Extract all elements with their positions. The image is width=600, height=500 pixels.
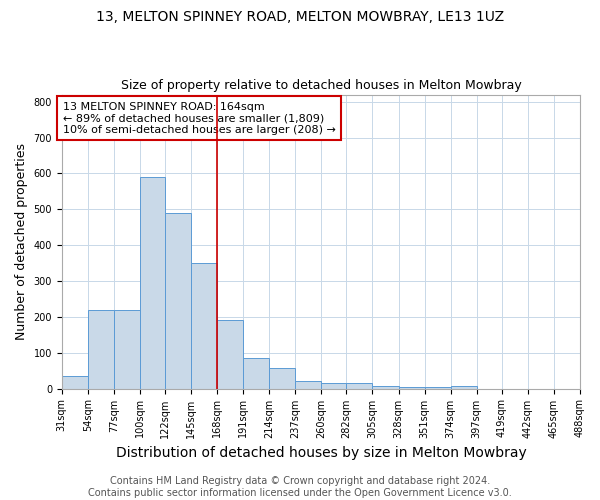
Y-axis label: Number of detached properties: Number of detached properties: [15, 143, 28, 340]
Bar: [88, 310, 114, 388]
Bar: [269, 368, 295, 388]
Bar: [140, 177, 165, 388]
Bar: [243, 358, 269, 388]
Bar: [191, 263, 217, 388]
Text: Contains HM Land Registry data © Crown copyright and database right 2024.
Contai: Contains HM Land Registry data © Crown c…: [88, 476, 512, 498]
Bar: [373, 386, 398, 388]
Bar: [62, 376, 88, 388]
Bar: [322, 383, 346, 388]
Bar: [451, 386, 477, 388]
Bar: [295, 382, 322, 388]
Title: Size of property relative to detached houses in Melton Mowbray: Size of property relative to detached ho…: [121, 79, 521, 92]
Bar: [165, 213, 191, 388]
Bar: [217, 320, 243, 388]
X-axis label: Distribution of detached houses by size in Melton Mowbray: Distribution of detached houses by size …: [116, 446, 526, 460]
Bar: [114, 310, 140, 388]
Text: 13 MELTON SPINNEY ROAD: 164sqm
← 89% of detached houses are smaller (1,809)
10% : 13 MELTON SPINNEY ROAD: 164sqm ← 89% of …: [63, 102, 336, 135]
Bar: [346, 383, 373, 388]
Text: 13, MELTON SPINNEY ROAD, MELTON MOWBRAY, LE13 1UZ: 13, MELTON SPINNEY ROAD, MELTON MOWBRAY,…: [96, 10, 504, 24]
